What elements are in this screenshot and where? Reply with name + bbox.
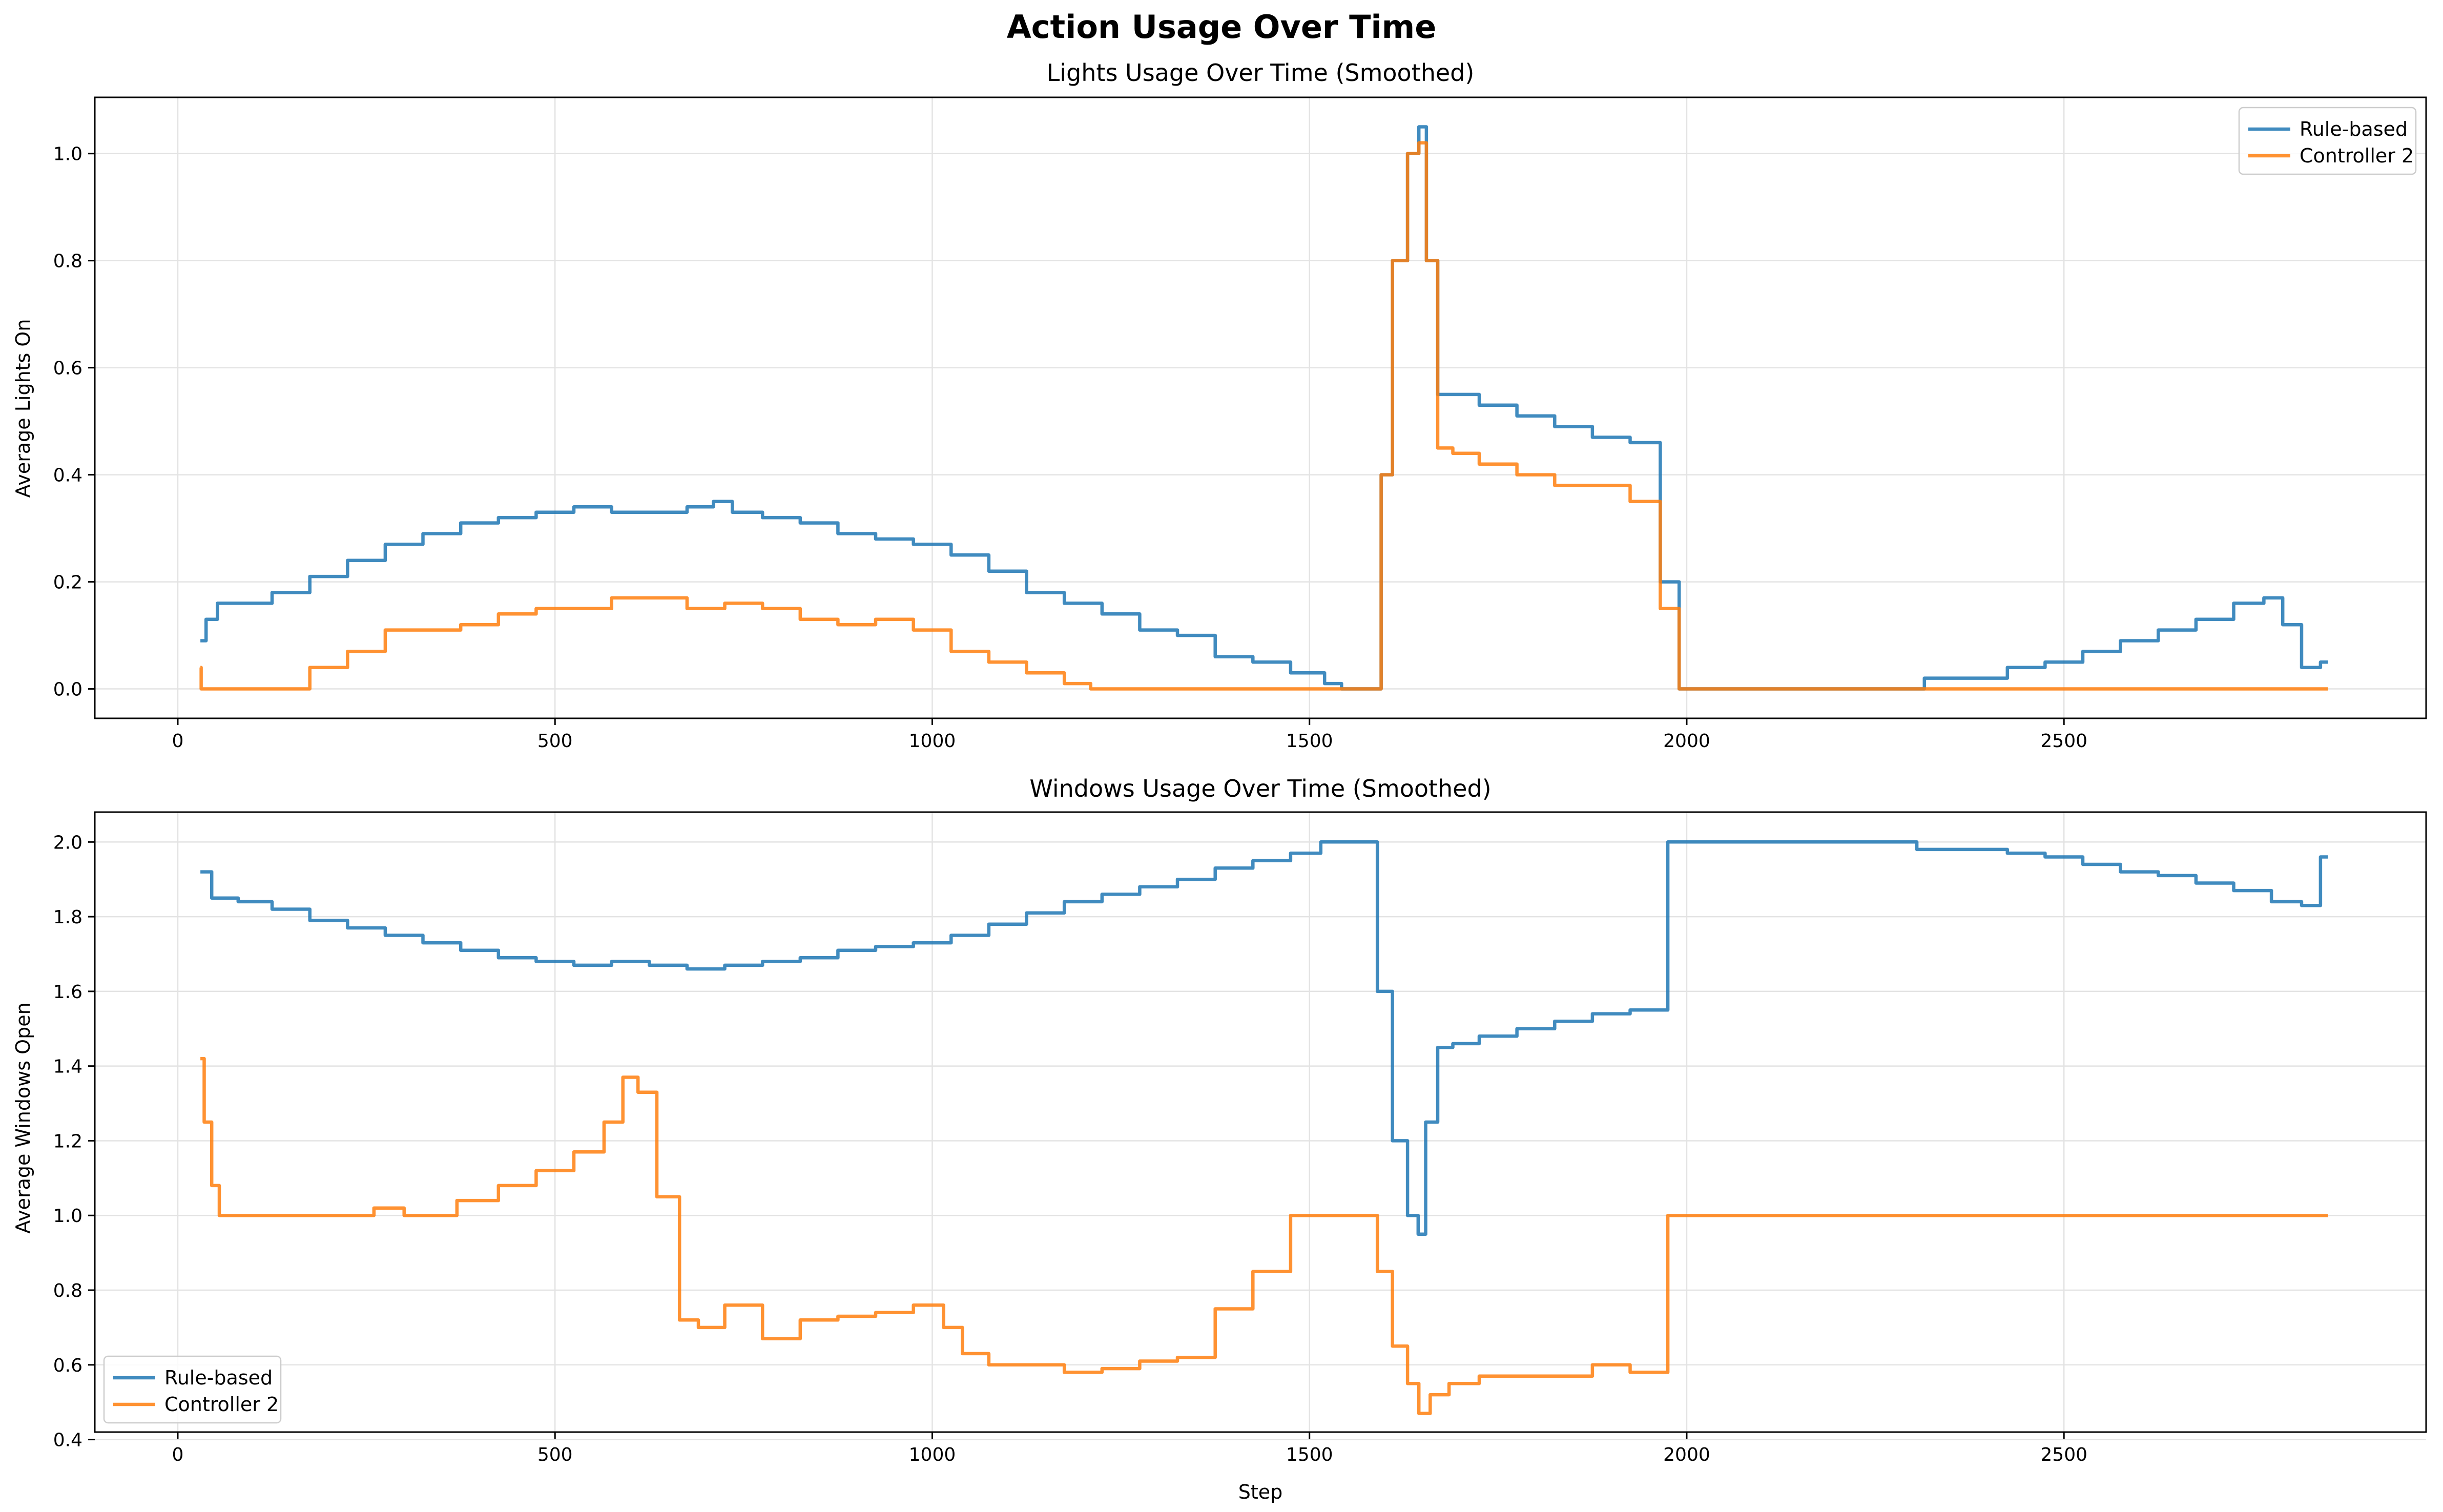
windows-y-tick-label: 0.8 [53, 1280, 82, 1301]
lights-panel-title: Lights Usage Over Time (Smoothed) [1047, 59, 1475, 87]
lights-x-tick-label: 0 [172, 731, 184, 752]
lights-y-tick-label: 0.6 [53, 358, 82, 379]
lights-y-tick-label: 0.2 [53, 572, 82, 593]
windows-y-tick-label: 2.0 [53, 832, 82, 853]
lights-y-tick-label: 0.8 [53, 251, 82, 272]
lights-legend-box [2238, 107, 2417, 175]
figure-suptitle: Action Usage Over Time [1007, 8, 1437, 46]
windows-y-tick-label: 0.6 [53, 1355, 82, 1376]
windows-axis-ticks: 0 500 1000 1500 2000 2500 0.4 0.6 0.8 1.0 1.2 1.4 1.… [53, 832, 2087, 1465]
windows-x-tick-label: 0 [172, 1444, 184, 1465]
windows-x-tick-label: 2000 [1663, 1444, 1710, 1465]
windows-axes-frame [94, 811, 2427, 1433]
lights-x-tick-label: 2500 [2040, 731, 2087, 752]
lights-axis-ticks: 0 500 1000 1500 2000 2500 0.0 0.2 0.4 0.6 0.8 1.0 [53, 144, 2087, 752]
windows-x-axis-label: Step [1238, 1481, 1283, 1503]
windows-panel-title: Windows Usage Over Time (Smoothed) [1029, 775, 1491, 802]
lights-series-line-rule-based [200, 125, 2328, 691]
lights-y-tick-label: 0.4 [53, 465, 82, 486]
lights-x-tick-label: 500 [537, 731, 573, 752]
lights-series-lines [199, 125, 2328, 691]
lights-axes-frame [94, 96, 2427, 719]
windows-y-tick-label: 1.4 [53, 1057, 82, 1078]
lights-legend-label: Controller 2 [2300, 144, 2414, 167]
lights-legend: Rule-based Controller 2 [2238, 107, 2417, 175]
windows-legend-box [103, 1355, 282, 1424]
windows-legend: Rule-based Controller 2 [103, 1355, 282, 1424]
windows-x-tick-label: 1500 [1286, 1444, 1333, 1465]
lights-y-tick-label: 1.0 [53, 144, 82, 165]
windows-x-tick-label: 2500 [2040, 1444, 2087, 1465]
lights-series-line-controller-2 [199, 141, 2328, 691]
windows-y-tick-label: 1.0 [53, 1206, 82, 1227]
lights-panel: Lights Usage Over Time (Smoothed) 0 500 10… [12, 59, 2427, 752]
lights-legend-label: Rule-based [2300, 118, 2408, 140]
windows-panel: Windows Usage Over Time (Smoothed) 0 500 1… [12, 775, 2427, 1503]
windows-y-tick-label: 1.2 [53, 1131, 82, 1152]
windows-series-lines [200, 840, 2328, 1415]
windows-y-tick-label: 0.4 [53, 1430, 82, 1451]
windows-series-line-controller-2 [200, 1057, 2328, 1415]
windows-x-tick-label: 1000 [909, 1444, 956, 1465]
lights-y-axis-label: Average Lights On [12, 319, 34, 498]
windows-legend-label: Rule-based [164, 1366, 273, 1389]
windows-x-tick-label: 500 [537, 1444, 573, 1465]
windows-series-line-rule-based [200, 840, 2328, 1236]
windows-y-tick-label: 1.6 [53, 982, 82, 1003]
windows-y-axis-label: Average Windows Open [12, 1002, 34, 1233]
lights-x-tick-label: 1500 [1286, 731, 1333, 752]
windows-legend-label: Controller 2 [164, 1393, 279, 1416]
lights-x-tick-label: 1000 [909, 731, 956, 752]
lights-x-tick-label: 2000 [1663, 731, 1710, 752]
windows-y-tick-label: 1.8 [53, 907, 82, 928]
lights-y-tick-label: 0.0 [53, 679, 82, 700]
